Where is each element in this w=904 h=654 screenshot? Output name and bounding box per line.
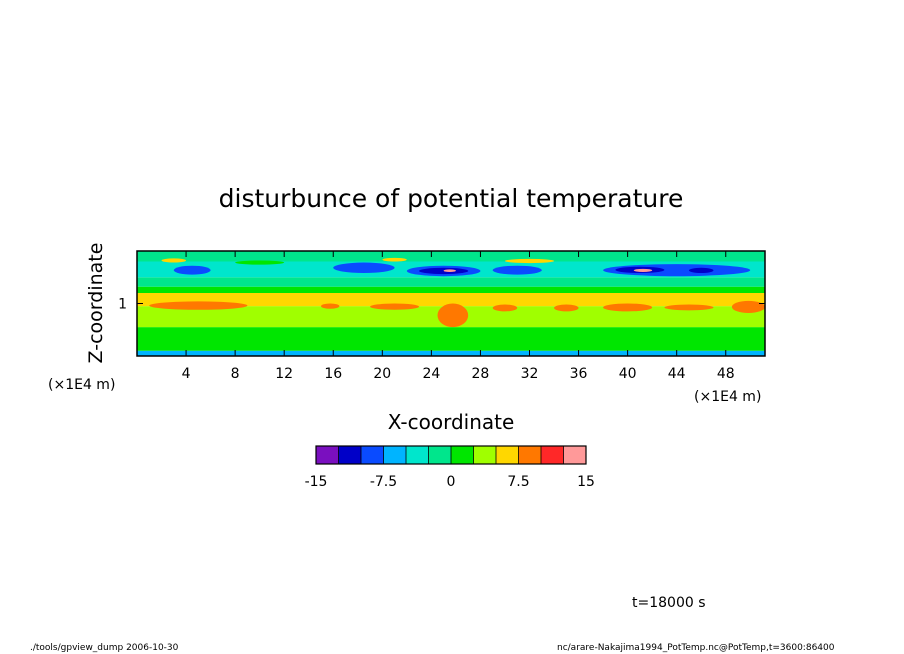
y-tick-label: 1	[118, 297, 127, 313]
x-tick-label: 12	[275, 366, 293, 382]
colorbar-swatch	[473, 446, 497, 464]
heat-feature-9	[173, 265, 211, 275]
x-tick-label: 36	[570, 366, 588, 382]
colorbar-swatch	[518, 446, 542, 464]
x-tick-label: 16	[324, 366, 342, 382]
heat-band-3	[137, 293, 765, 307]
heat-feature-0	[149, 301, 248, 310]
y-axis-label: Z-coordinate	[85, 243, 107, 364]
heat-feature-18	[235, 260, 285, 265]
colorbar-tick-label: 7.5	[507, 474, 529, 490]
colorbar-swatch	[428, 446, 452, 464]
heat-feature-20	[504, 258, 555, 264]
heat-feature-17	[161, 258, 187, 263]
heat-feature-16	[688, 267, 714, 274]
heat-feature-21	[633, 268, 653, 272]
x-tick-label: 8	[231, 366, 240, 382]
colorbar-tick-labels: -15 -7.5 0 7.5 15	[305, 474, 595, 490]
heat-feature-3	[437, 303, 469, 328]
heatmap-field	[137, 251, 765, 356]
heat-feature-12	[492, 265, 542, 275]
heat-band-0	[137, 350, 765, 356]
heat-feature-7	[664, 304, 714, 311]
colorbar-swatch	[383, 446, 407, 464]
x-tick-label: 4	[182, 366, 191, 382]
x-tick-label: 44	[668, 366, 686, 382]
x-axis-label: X-coordinate	[388, 410, 515, 434]
colorbar-swatch	[406, 446, 429, 464]
colorbar-swatch	[451, 446, 474, 464]
y-axis-ticks: 1	[118, 297, 765, 313]
x-axis-unit: (×1E4 m)	[694, 389, 761, 405]
x-axis-ticks: 4 8 12 16 20 24 28 32 36 40 44 48	[182, 251, 735, 382]
chart-title: disturbunce of potential temperature	[219, 184, 684, 213]
heat-feature-22	[443, 269, 456, 272]
y-axis-unit: (×1E4 m)	[48, 377, 115, 393]
heat-feature-1	[320, 303, 340, 309]
x-tick-label: 40	[619, 366, 637, 382]
heat-feature-4	[492, 304, 518, 312]
heat-band-1	[137, 327, 765, 351]
heat-feature-6	[603, 303, 653, 312]
plot-area: 4 8 12 16 20 24 28 32 36 40 44 48 1	[118, 250, 766, 382]
footer-right: nc/arare-Nakajima1994_PotTemp.nc@PotTemp…	[557, 643, 835, 653]
colorbar-swatch	[316, 446, 339, 464]
colorbar-swatch	[496, 446, 519, 464]
x-tick-label: 20	[373, 366, 391, 382]
footer-left: ./tools/gpview_dump 2006-10-30	[30, 643, 179, 653]
heat-band-4	[137, 286, 765, 293]
heat-feature-5	[554, 304, 579, 312]
heat-feature-8	[731, 300, 765, 313]
colorbar-tick-label: 0	[447, 474, 456, 490]
x-tick-label: 24	[422, 366, 440, 382]
heat-feature-2	[370, 303, 420, 310]
heat-feature-19	[382, 257, 407, 262]
colorbar-tick-label: -7.5	[370, 474, 397, 490]
heat-band-5	[137, 277, 765, 287]
colorbar-tick-label: 15	[577, 474, 595, 490]
colorbar-swatch	[563, 446, 587, 464]
colorbar-swatch	[338, 446, 362, 464]
colorbar-swatch	[541, 446, 564, 464]
x-tick-label: 48	[717, 366, 735, 382]
colorbar-tick-label: -15	[305, 474, 328, 490]
colorbar-swatch	[361, 446, 384, 464]
heat-band-7	[137, 251, 765, 262]
colorbar: -15 -7.5 0 7.5 15	[305, 445, 595, 490]
heat-feature-14	[419, 267, 469, 275]
colorbar-swatches	[316, 446, 587, 464]
x-tick-label: 28	[472, 366, 490, 382]
colorbar-frame	[315, 445, 587, 465]
time-label: t=18000 s	[632, 595, 706, 611]
x-tick-label: 32	[521, 366, 539, 382]
heat-feature-10	[333, 262, 395, 274]
